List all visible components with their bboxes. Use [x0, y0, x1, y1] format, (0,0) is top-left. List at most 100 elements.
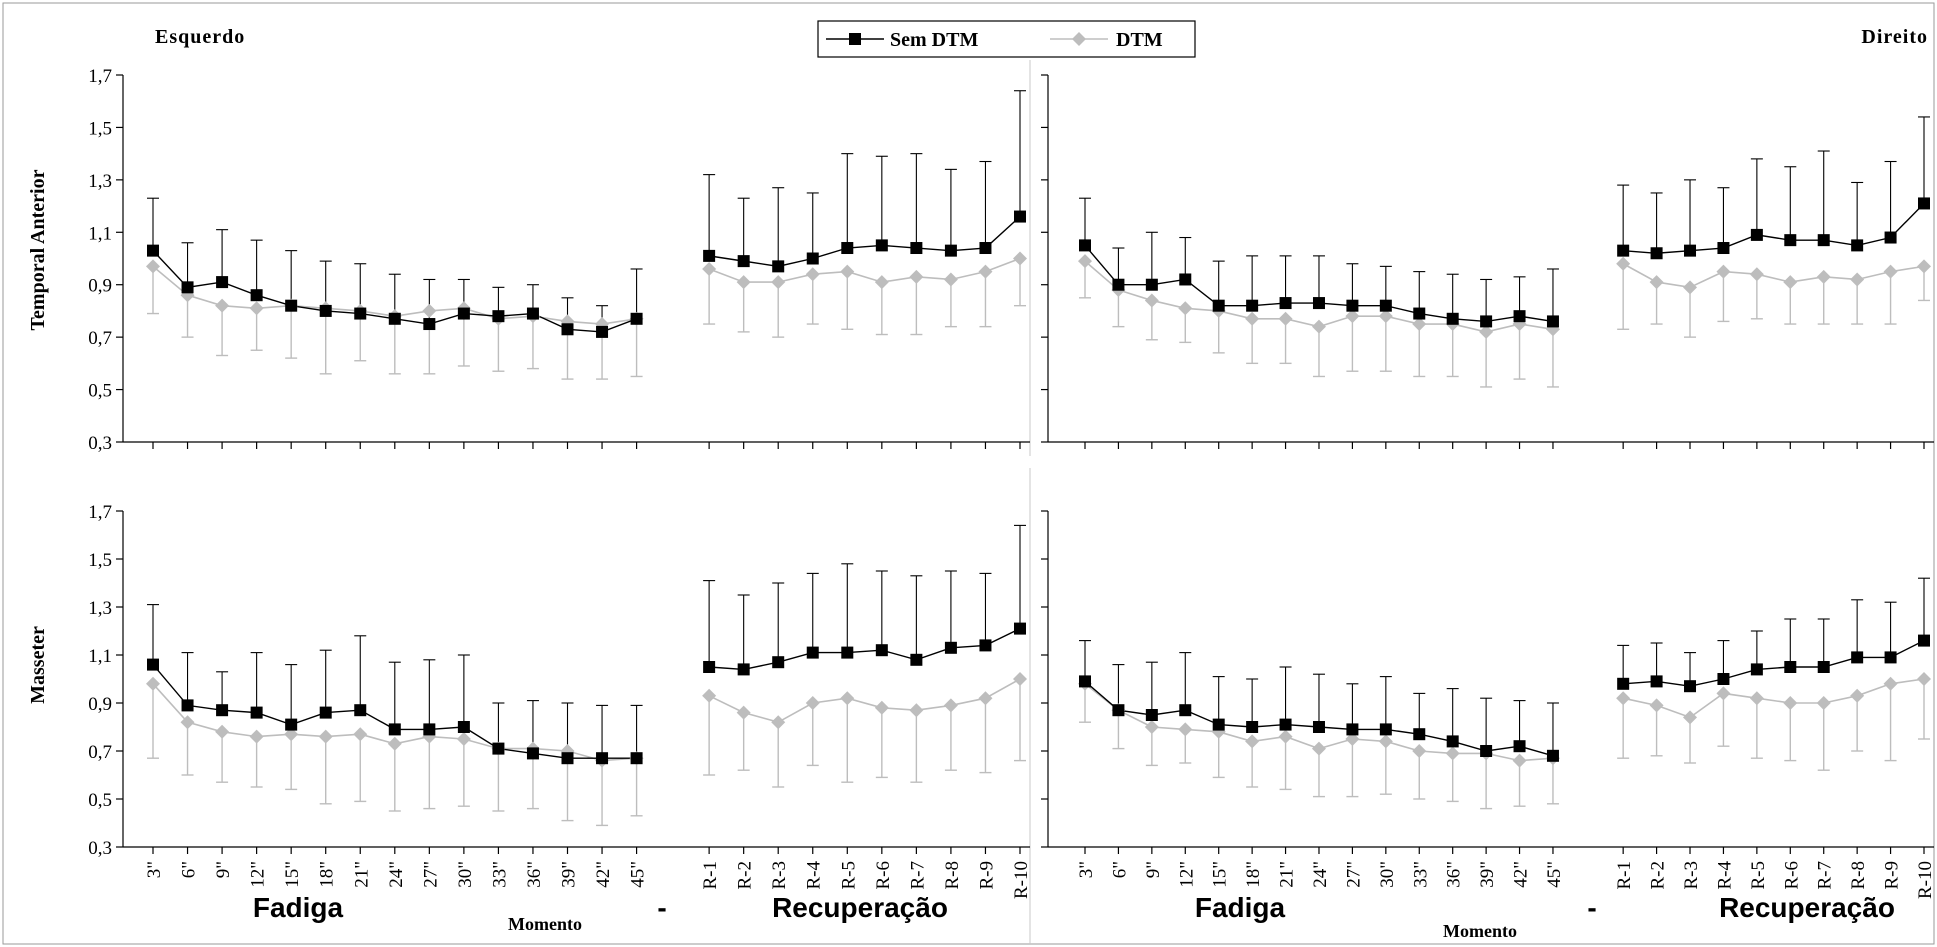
- point-sem-dtm: [596, 325, 609, 338]
- series-line-sem-dtm: [1623, 639, 1925, 687]
- legend-label-dtm: DTM: [1116, 29, 1163, 51]
- point-dtm: [1144, 720, 1159, 734]
- x-tick-label: 30": [455, 861, 476, 888]
- point-sem-dtm: [944, 244, 957, 257]
- point-dtm: [1013, 251, 1027, 266]
- x-axis-title-right: Momento: [1443, 921, 1517, 941]
- x-tick-label: R-2: [1648, 861, 1669, 890]
- point-dtm: [1512, 753, 1527, 768]
- point-sem-dtm: [147, 244, 159, 257]
- point-sem-dtm: [1513, 310, 1526, 323]
- point-sem-dtm: [388, 312, 401, 325]
- point-dtm: [909, 703, 924, 718]
- point-sem-dtm: [772, 260, 785, 273]
- point-sem-dtm: [1650, 247, 1663, 260]
- point-dtm: [943, 698, 958, 713]
- point-dtm: [1311, 741, 1326, 756]
- x-tick-label: 15": [282, 861, 303, 888]
- point-dtm: [702, 261, 717, 276]
- point-sem-dtm: [1784, 661, 1797, 673]
- point-sem-dtm: [250, 289, 263, 302]
- point-dtm: [943, 272, 958, 287]
- legend-marker-dtm: [1072, 32, 1086, 46]
- x-tick-label: R-10: [1011, 861, 1032, 899]
- x-tick-label: R-3: [769, 861, 790, 890]
- point-dtm: [284, 727, 299, 742]
- x-tick-label: 39": [559, 861, 580, 888]
- point-dtm: [1412, 744, 1427, 758]
- row-label-masseter: Masseter: [27, 626, 49, 704]
- point-sem-dtm: [979, 242, 992, 255]
- point-dtm: [702, 688, 717, 703]
- point-dtm: [1649, 698, 1664, 713]
- point-dtm: [1783, 275, 1798, 290]
- point-dtm: [1683, 280, 1698, 295]
- point-dtm: [1345, 309, 1360, 324]
- point-sem-dtm: [285, 299, 298, 312]
- point-dtm: [1245, 311, 1260, 326]
- x-tick-label: R-4: [1714, 861, 1735, 890]
- point-sem-dtm: [423, 318, 436, 331]
- point-sem-dtm: [1650, 675, 1663, 688]
- point-sem-dtm: [1179, 704, 1192, 717]
- point-sem-dtm: [216, 704, 229, 717]
- point-sem-dtm: [492, 310, 505, 323]
- x-tick-label: 12": [1176, 861, 1197, 888]
- point-sem-dtm: [772, 656, 785, 669]
- x-tick-label: 12": [248, 861, 269, 888]
- separator-label-right: -: [1587, 892, 1596, 923]
- y-tick-label: 1,7: [88, 502, 112, 523]
- series-line-sem-dtm: [709, 627, 1021, 671]
- x-tick-label: R-7: [1815, 861, 1836, 890]
- point-sem-dtm: [1246, 299, 1259, 312]
- separator-label-left: -: [657, 892, 666, 923]
- point-sem-dtm: [1817, 234, 1830, 247]
- point-sem-dtm: [841, 242, 854, 255]
- point-sem-dtm: [181, 281, 194, 294]
- point-sem-dtm: [1179, 273, 1192, 286]
- x-tick-label: 36": [1444, 861, 1465, 888]
- point-sem-dtm: [1480, 745, 1493, 757]
- point-sem-dtm: [1413, 728, 1426, 741]
- y-tick-label: 0,7: [88, 742, 112, 763]
- point-dtm: [840, 264, 855, 279]
- series-line-dtm: [708, 257, 1021, 283]
- point-sem-dtm: [492, 742, 505, 755]
- x-tick-label: R-2: [735, 861, 756, 890]
- point-sem-dtm: [1918, 634, 1930, 647]
- point-sem-dtm: [737, 255, 750, 268]
- point-sem-dtm: [630, 752, 643, 765]
- point-dtm: [1716, 686, 1731, 701]
- point-dtm: [736, 275, 751, 290]
- point-sem-dtm: [561, 752, 574, 765]
- point-sem-dtm: [1145, 709, 1158, 721]
- point-dtm: [146, 259, 160, 274]
- series-line-dtm: [708, 678, 1021, 724]
- side-label-right: Direito: [1861, 26, 1928, 48]
- point-dtm: [387, 736, 402, 751]
- point-dtm: [1649, 275, 1664, 290]
- point-sem-dtm: [354, 704, 367, 717]
- y-tick-label: 0,5: [88, 381, 112, 402]
- point-sem-dtm: [1513, 740, 1526, 753]
- legend-label-sem-dtm: Sem DTM: [890, 29, 978, 51]
- point-sem-dtm: [1346, 723, 1359, 736]
- point-sem-dtm: [147, 658, 159, 671]
- point-dtm: [1917, 259, 1931, 274]
- y-tick-label: 0,9: [88, 694, 112, 715]
- series-line-dtm: [1622, 678, 1925, 719]
- point-sem-dtm: [1546, 749, 1559, 762]
- x-tick-label: R-6: [1781, 861, 1802, 890]
- point-dtm: [1445, 746, 1460, 761]
- point-dtm: [1616, 691, 1631, 706]
- point-sem-dtm: [1346, 299, 1359, 312]
- point-dtm: [1178, 301, 1193, 316]
- x-tick-label: 6": [1109, 861, 1130, 878]
- point-sem-dtm: [875, 644, 888, 657]
- x-tick-label: 42": [593, 861, 614, 888]
- point-dtm: [1917, 672, 1931, 686]
- x-tick-label: 39": [1477, 861, 1498, 888]
- y-tick-label: 1,7: [88, 66, 112, 87]
- x-tick-label: 24": [386, 861, 407, 888]
